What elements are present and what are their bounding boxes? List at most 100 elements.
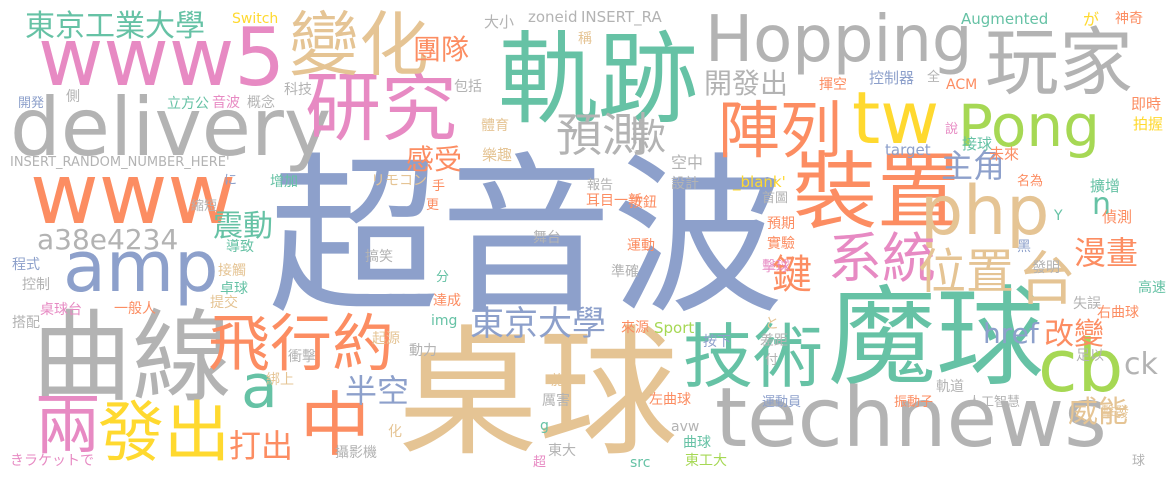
word-79: リモコン xyxy=(371,173,427,189)
word-103: 準確 xyxy=(611,264,639,280)
word-36: 開發出 xyxy=(704,67,789,100)
word-78: 增加 xyxy=(270,174,298,190)
word-84: 擴增 xyxy=(1090,177,1121,195)
word-108: 高速 xyxy=(1138,280,1166,296)
word-30: 東京大學 xyxy=(470,304,606,344)
word-118: 來源 xyxy=(621,320,649,336)
word-23: 兩 xyxy=(35,387,101,464)
word-n: n xyxy=(1092,187,1112,222)
word-41: 漫畫 xyxy=(1074,234,1139,272)
word-60: 包括 xyxy=(454,79,482,95)
word-143: 超 xyxy=(533,455,547,470)
word-106: 卓球 xyxy=(220,281,248,297)
word-67: 開発 xyxy=(18,96,45,111)
word-93: 導致 xyxy=(226,239,254,255)
word-83: 名為 xyxy=(1017,174,1044,189)
word-82: 首圖 xyxy=(762,191,789,206)
word-76: 說 xyxy=(945,122,959,137)
word-amp: amp xyxy=(63,226,219,308)
word-115: 搭配 xyxy=(12,315,40,331)
word-target: target xyxy=(885,141,931,159)
word-22: 飛行約 xyxy=(208,307,395,380)
word-57: が xyxy=(1083,10,1100,29)
word-95: 預期 xyxy=(767,216,795,232)
word-switch: Switch xyxy=(232,11,279,27)
word-insert-ra: INSERT_RA xyxy=(581,8,662,26)
word-104: 擊球 xyxy=(762,259,790,275)
word-135: 擊發 xyxy=(1101,405,1129,421)
word-97: 黑 xyxy=(1017,239,1031,255)
word-124: 動力 xyxy=(409,343,437,359)
word-1: 桌球 xyxy=(398,313,679,476)
word-39: 震動 xyxy=(213,209,273,244)
word-a38e4234: a38e4234 xyxy=(37,223,179,256)
word-123: 付 xyxy=(765,353,779,368)
word-technews: technews xyxy=(715,371,1107,466)
word-74: 接球 xyxy=(962,135,993,153)
word-107: 分 xyxy=(436,270,450,285)
word-34: 款 xyxy=(630,117,667,158)
word-49: 設計 xyxy=(671,176,699,192)
word-33: 鍵 xyxy=(772,252,812,298)
word-17: 變化 xyxy=(289,4,429,86)
word-111: 提交 xyxy=(210,295,238,311)
word-27: 位置 xyxy=(918,244,1015,300)
word-69: 立方公 xyxy=(167,96,209,112)
word-139: 曲球 xyxy=(683,435,711,451)
word-insert-random-number-here: INSERT_RANDOM_NUMBER_HERE' xyxy=(10,155,230,170)
word-138: 化 xyxy=(388,424,402,440)
word-15: 研究 xyxy=(305,63,457,152)
word-ck: ck xyxy=(1124,347,1158,382)
word-61: 揮空 xyxy=(819,77,847,93)
word-132: 運動員 xyxy=(762,395,802,410)
word-105: 控制 xyxy=(22,277,50,293)
word-134: 人工智慧 xyxy=(968,395,1021,410)
word-10: 裝置 xyxy=(793,143,962,241)
word-101: 搞笑 xyxy=(365,249,393,265)
word-www5: www5 xyxy=(38,11,286,104)
word-hopping: Hopping xyxy=(705,3,973,77)
word-141: きラケットで xyxy=(10,453,94,469)
word-zoneid: zoneid xyxy=(528,8,578,26)
word-145: 東工大 xyxy=(685,453,727,469)
word-sport: Sport xyxy=(654,319,695,337)
word-21: 發出 xyxy=(98,394,230,471)
word-50: 按鈕 xyxy=(629,195,657,211)
word-43: 改變 xyxy=(1044,317,1104,352)
word-37: 團隊 xyxy=(413,33,470,66)
word-100: 接觸 xyxy=(218,263,246,279)
word-114: 右曲球 xyxy=(1097,305,1139,321)
word-99: 程式 xyxy=(12,257,40,273)
word-g: g xyxy=(540,418,549,434)
word-140: 東大 xyxy=(548,443,576,459)
word-131: 左曲球 xyxy=(649,392,691,408)
word-130: 厲害 xyxy=(542,393,570,409)
word-5: 曲線 xyxy=(32,299,232,416)
word-16: 玩家 xyxy=(985,20,1133,106)
word-45: 打出 xyxy=(229,427,294,465)
word-146: 球 xyxy=(1132,454,1146,469)
word-133: 振動子 xyxy=(894,395,934,410)
word-96: 實驗 xyxy=(767,236,795,252)
word-73: 體育 xyxy=(481,118,509,134)
word-14: 技術 xyxy=(683,316,823,398)
word-a: a xyxy=(241,352,278,422)
word-48: 空中 xyxy=(671,153,704,172)
word-120: 按下 xyxy=(703,334,731,350)
word-86: 縮短 xyxy=(191,199,218,214)
word-126: 衝擊 xyxy=(288,349,316,365)
word-php: php xyxy=(920,172,1050,251)
word-128: 軌道 xyxy=(936,379,964,395)
word-tw: tw xyxy=(852,76,940,160)
word-pong: Pong xyxy=(958,92,1100,160)
word-59: 稱 xyxy=(578,31,592,47)
word-87: 手 xyxy=(432,179,446,194)
word-avw: avw xyxy=(671,419,700,435)
word-cb: cb xyxy=(1038,324,1124,408)
word-110: 一般人 xyxy=(114,301,156,317)
word-121: と xyxy=(765,316,779,332)
word-62: 控制器 xyxy=(869,69,915,87)
word-augmented: Augmented xyxy=(961,10,1049,28)
word-113: 失誤 xyxy=(1073,296,1101,312)
word-142: 攝影機 xyxy=(335,445,377,461)
